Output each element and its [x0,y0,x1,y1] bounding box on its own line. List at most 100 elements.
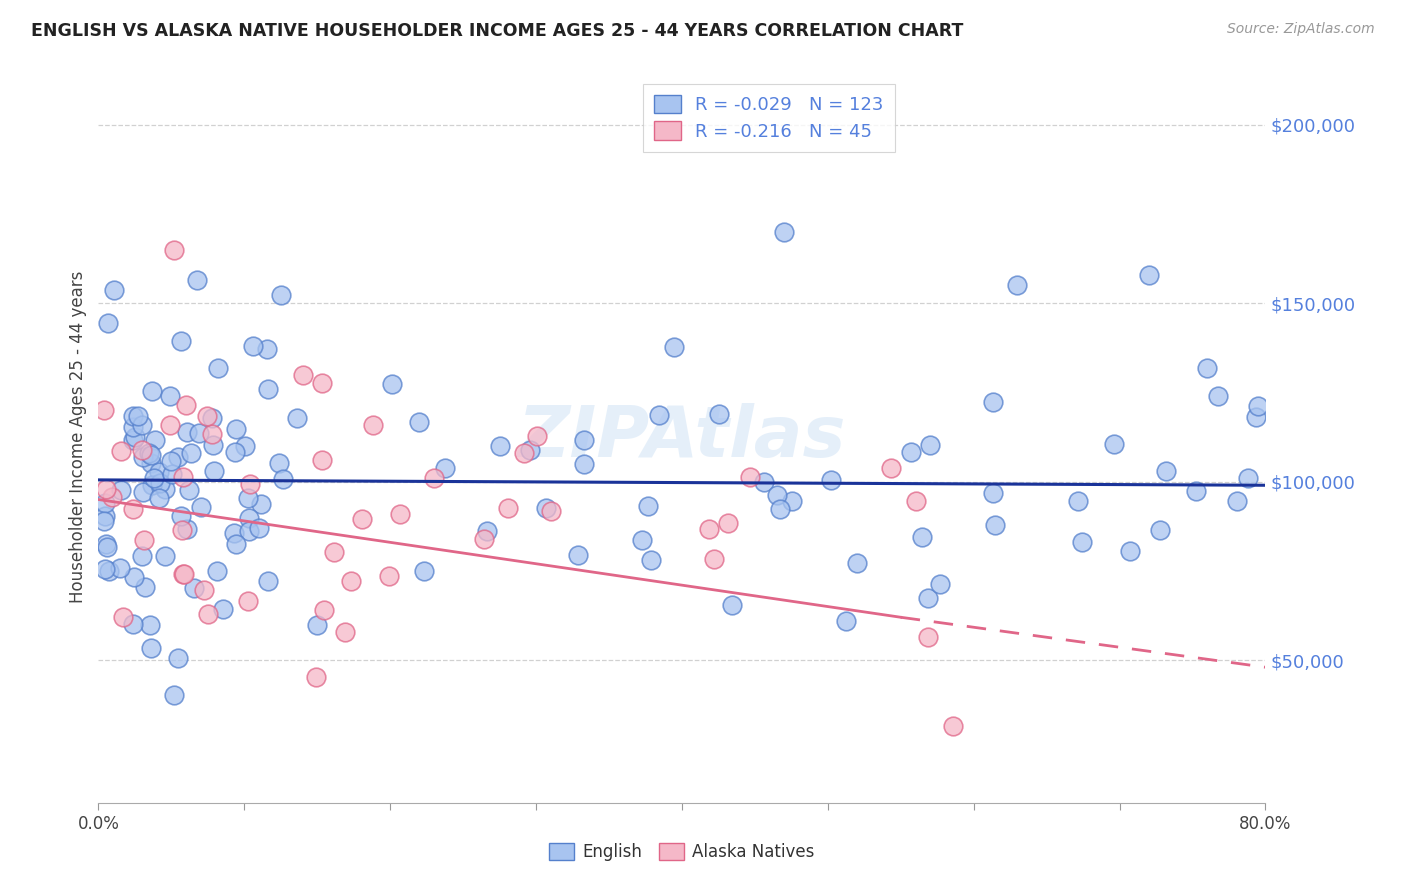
Point [536,500,558,515]
Point [94,537,117,551]
Point [773,225,796,239]
Point [900,445,922,459]
Point [202,464,225,478]
Point [920,438,942,452]
Point [1244,410,1267,425]
Point [519,442,541,457]
Point [631,533,654,548]
Point [239,476,262,491]
Point [167,650,190,665]
Text: ZIPAtlas: ZIPAtlas [517,402,846,472]
Point [740,470,762,484]
Point [1137,268,1160,282]
Point [141,640,163,655]
Point [236,491,259,505]
Point [169,509,191,524]
Point [911,530,934,544]
Point [1154,464,1177,478]
Point [984,518,1007,533]
Point [131,549,153,564]
Point [540,503,562,517]
Y-axis label: Householder Income Ages 25 - 44 years: Householder Income Ages 25 - 44 years [69,271,87,603]
Point [110,483,132,497]
Point [222,526,245,541]
Point [267,456,290,470]
Point [917,630,939,644]
Point [132,533,155,547]
Point [752,475,775,489]
Point [1149,523,1171,537]
Point [108,560,131,574]
Point [97,564,120,578]
Point [640,553,662,567]
Point [1195,360,1218,375]
Point [202,438,225,452]
Point [879,460,901,475]
Point [305,618,328,632]
Point [173,566,195,581]
Point [122,570,145,584]
Point [270,288,292,302]
Point [905,493,928,508]
Point [1102,437,1125,451]
Point [287,411,309,425]
Point [1067,493,1090,508]
Point [103,283,125,297]
Point [132,450,155,464]
Point [155,549,177,563]
Point [572,433,595,447]
Point [162,467,184,482]
Point [378,569,401,583]
Point [122,409,145,424]
Point [820,473,842,487]
Point [141,384,163,398]
Point [93,403,115,417]
Point [238,511,260,525]
Point [567,548,589,562]
Legend: English, Alaska Natives: English, Alaska Natives [543,836,821,868]
Point [637,499,659,513]
Point [703,552,725,566]
Point [172,470,194,484]
Point [96,540,118,554]
Point [765,488,787,502]
Point [312,603,335,617]
Point [662,340,685,354]
Point [475,524,498,538]
Point [94,562,117,576]
Point [186,273,208,287]
Point [163,688,186,702]
Point [207,564,229,578]
Point [100,490,122,504]
Point [917,591,939,605]
Point [122,420,145,434]
Point [138,446,160,460]
Point [648,409,671,423]
Point [381,376,404,391]
Point [94,509,117,524]
Point [412,564,434,578]
Point [143,471,166,485]
Point [131,417,153,432]
Point [1246,399,1268,413]
Point [256,574,278,588]
Point [149,476,172,491]
Point [513,445,536,459]
Point [183,581,205,595]
Point [942,719,965,733]
Point [177,483,200,497]
Point [93,514,115,528]
Point [169,334,191,348]
Point [127,409,149,424]
Point [249,497,271,511]
Point [94,496,117,510]
Point [572,457,595,471]
Point [236,594,259,608]
Point [1236,471,1258,485]
Point [305,670,328,684]
Point [121,617,143,632]
Point [163,243,186,257]
Point [433,461,456,475]
Point [97,316,120,330]
Point [389,508,412,522]
